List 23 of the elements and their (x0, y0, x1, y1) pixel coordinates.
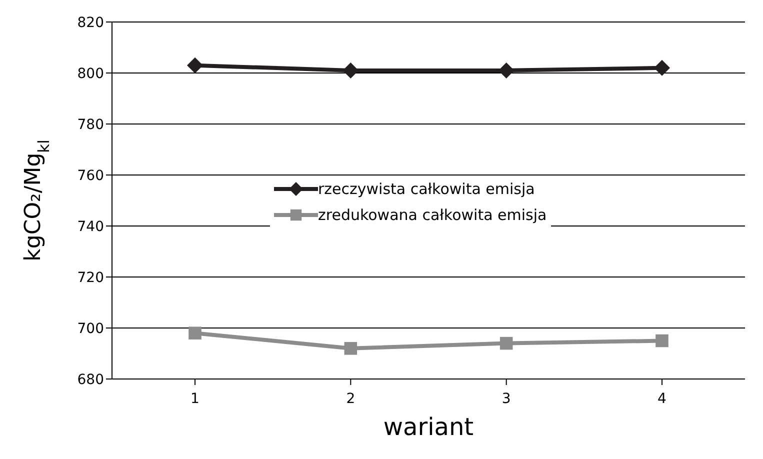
y-tick-label: 680 (77, 372, 104, 388)
point (654, 60, 670, 76)
legend-label: rzeczywista całkowita emisja (318, 180, 535, 198)
y-tick-label: 820 (77, 14, 104, 31)
point (342, 62, 359, 78)
x-tick-label: 4 (658, 390, 667, 407)
y-tick-label: 700 (77, 320, 104, 337)
x-tick-label: 1 (190, 390, 200, 407)
x-axis-title: wariant (383, 413, 474, 441)
x-tick-label: 2 (346, 390, 356, 407)
x-tick-label: 3 (502, 390, 511, 407)
point (656, 334, 668, 348)
point (188, 326, 202, 340)
y-tick-label: 800 (77, 66, 104, 82)
point (500, 336, 513, 350)
y-tick-label: 780 (77, 116, 104, 133)
point (498, 62, 514, 78)
point (344, 342, 358, 355)
y-tick-label: 720 (77, 270, 104, 286)
legend-label: zredukowana całkowita emisja (318, 206, 547, 224)
y-tick-label: 740 (77, 218, 104, 235)
y-tick-label: 760 (77, 168, 104, 184)
point (187, 57, 203, 74)
